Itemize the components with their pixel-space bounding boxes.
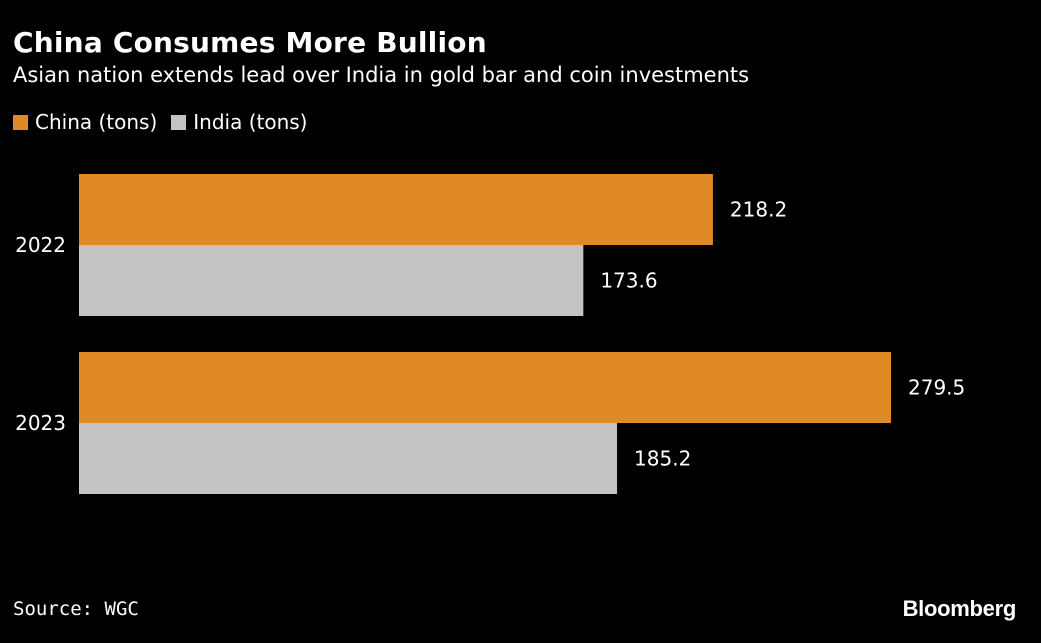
bar-india-2022 <box>79 245 584 316</box>
bar-india-2023 <box>79 423 618 494</box>
category-label-2023: 2023 <box>15 411 66 435</box>
data-label-china-2023: 279.5 <box>908 376 965 400</box>
data-label-india-2023: 185.2 <box>634 447 691 471</box>
legend-swatch-india <box>171 114 187 130</box>
source-note: Source: WGC <box>13 598 139 620</box>
chart-title: China Consumes More Bullion <box>13 26 487 59</box>
legend: China (tons) India (tons) <box>13 110 321 134</box>
data-label-china-2022: 218.2 <box>730 198 787 222</box>
legend-swatch-china <box>13 114 28 130</box>
legend-label-india: India (tons) <box>193 110 308 134</box>
bar-china-2022 <box>79 174 713 245</box>
legend-item-china: China (tons) <box>13 110 157 134</box>
bar-china-2023 <box>79 352 891 423</box>
legend-item-india: India (tons) <box>171 110 307 134</box>
legend-label-china: China (tons) <box>35 110 158 134</box>
category-label-2022: 2022 <box>15 233 66 257</box>
chart-subtitle: Asian nation extends lead over India in … <box>13 63 750 87</box>
bloomberg-logo: Bloomberg <box>902 596 1017 621</box>
data-label-india-2022: 173.6 <box>600 269 657 293</box>
